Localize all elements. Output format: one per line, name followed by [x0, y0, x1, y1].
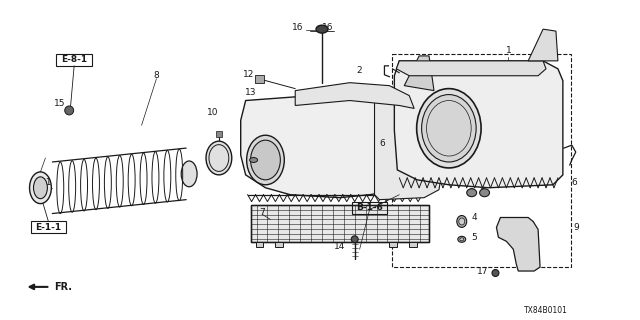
Ellipse shape — [29, 172, 51, 204]
Ellipse shape — [351, 236, 358, 243]
Text: B-1-6: B-1-6 — [356, 203, 383, 212]
Bar — [255, 75, 264, 83]
Polygon shape — [528, 29, 558, 61]
Text: 8: 8 — [154, 71, 159, 80]
Text: 5: 5 — [472, 233, 477, 242]
Text: 4: 4 — [472, 213, 477, 222]
Text: 7: 7 — [260, 208, 266, 217]
Text: 6: 6 — [380, 139, 385, 148]
Bar — [251, 204, 429, 242]
Bar — [275, 242, 284, 247]
Text: 13: 13 — [245, 88, 257, 97]
Bar — [31, 221, 66, 233]
Polygon shape — [241, 91, 434, 198]
Text: 14: 14 — [334, 242, 346, 251]
Bar — [255, 242, 264, 247]
Ellipse shape — [206, 141, 232, 175]
Bar — [392, 54, 571, 267]
Text: FR.: FR. — [54, 282, 72, 292]
Ellipse shape — [460, 238, 464, 241]
Bar — [251, 204, 429, 242]
Ellipse shape — [316, 25, 328, 33]
Ellipse shape — [65, 106, 74, 115]
Bar — [389, 242, 397, 247]
Ellipse shape — [457, 215, 467, 228]
Ellipse shape — [417, 89, 481, 168]
Text: 12: 12 — [243, 70, 254, 79]
Ellipse shape — [246, 135, 284, 185]
Polygon shape — [404, 56, 434, 91]
Text: E-1-1: E-1-1 — [35, 223, 61, 232]
Ellipse shape — [458, 236, 466, 242]
Polygon shape — [394, 61, 563, 188]
Bar — [409, 242, 417, 247]
Text: 15: 15 — [54, 99, 65, 108]
Ellipse shape — [33, 177, 47, 199]
Bar — [352, 202, 387, 213]
Ellipse shape — [459, 218, 465, 225]
Text: 16: 16 — [292, 23, 304, 32]
Text: 6: 6 — [571, 178, 577, 187]
Text: 10: 10 — [207, 108, 219, 117]
Ellipse shape — [479, 189, 490, 197]
Ellipse shape — [250, 157, 257, 163]
Text: 3: 3 — [480, 188, 486, 197]
Polygon shape — [374, 96, 444, 200]
Text: 16: 16 — [322, 23, 333, 32]
Ellipse shape — [422, 95, 476, 162]
Text: E-8-1: E-8-1 — [61, 55, 87, 64]
Polygon shape — [295, 83, 414, 108]
Ellipse shape — [492, 269, 499, 276]
Bar — [56, 54, 92, 66]
Bar — [216, 131, 222, 137]
Text: 11: 11 — [41, 178, 52, 187]
Polygon shape — [396, 61, 546, 76]
Text: 1: 1 — [506, 46, 511, 55]
Text: TX84B0101: TX84B0101 — [524, 306, 568, 315]
Text: 17: 17 — [477, 267, 488, 276]
Text: 9: 9 — [573, 223, 579, 232]
Polygon shape — [497, 218, 540, 271]
Ellipse shape — [181, 161, 197, 187]
Ellipse shape — [251, 140, 280, 180]
Text: 2: 2 — [357, 66, 362, 75]
Ellipse shape — [467, 189, 477, 197]
Text: 3: 3 — [468, 188, 474, 197]
